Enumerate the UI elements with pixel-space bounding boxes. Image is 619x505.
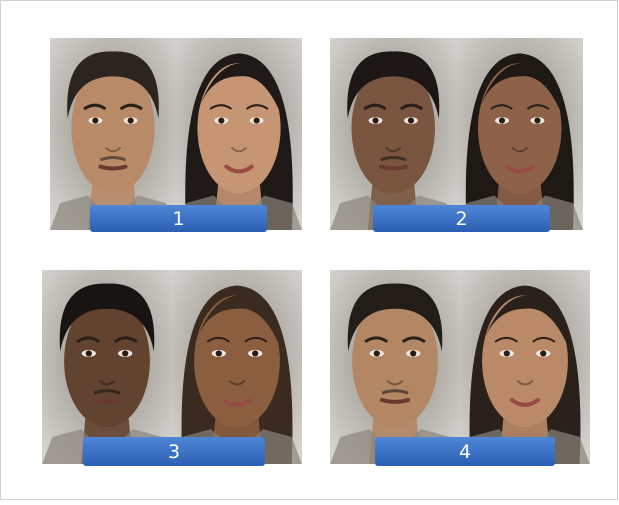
mouth	[100, 167, 125, 169]
iris	[216, 350, 222, 356]
figure: 1 2 3 4	[0, 0, 619, 501]
iris	[499, 117, 505, 123]
face-pair: 2	[330, 38, 583, 232]
mouth	[94, 400, 120, 402]
iris	[534, 117, 540, 123]
iris	[86, 350, 92, 356]
face-pair: 3	[42, 270, 302, 466]
label-number: 2	[455, 208, 467, 230]
face-pair: 1	[50, 38, 302, 232]
iris	[410, 350, 416, 356]
iris	[408, 117, 414, 123]
iris	[254, 117, 260, 123]
iris	[122, 350, 128, 356]
face-pair: 4	[330, 270, 590, 466]
label-number: 3	[168, 441, 180, 463]
page: 1234 (() => { const data = JSON.parse(do…	[0, 0, 619, 501]
iris	[92, 117, 98, 123]
iris	[218, 117, 224, 123]
iris	[372, 117, 378, 123]
label-number: 4	[459, 441, 471, 463]
iris	[374, 350, 380, 356]
iris	[540, 350, 546, 356]
label-number: 1	[172, 208, 184, 230]
iris	[128, 117, 134, 123]
iris	[504, 350, 510, 356]
mouth	[382, 400, 408, 402]
mouth	[381, 167, 406, 169]
iris	[252, 350, 258, 356]
